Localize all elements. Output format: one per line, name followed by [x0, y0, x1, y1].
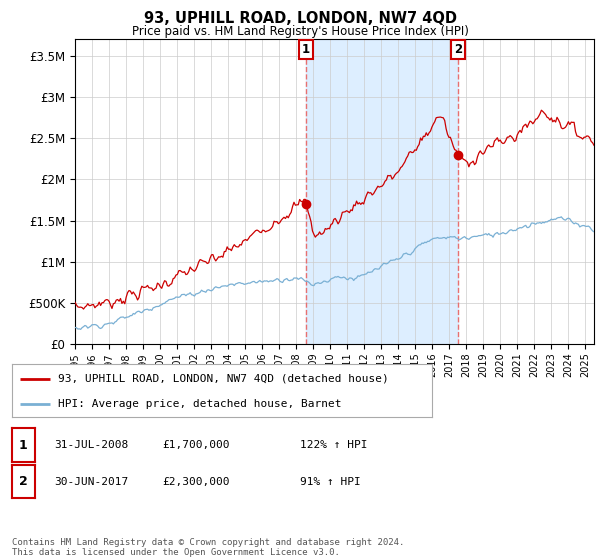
Text: 31-JUL-2008: 31-JUL-2008 — [54, 440, 128, 450]
Text: 93, UPHILL ROAD, LONDON, NW7 4QD: 93, UPHILL ROAD, LONDON, NW7 4QD — [143, 11, 457, 26]
Text: 93, UPHILL ROAD, LONDON, NW7 4QD (detached house): 93, UPHILL ROAD, LONDON, NW7 4QD (detach… — [58, 374, 389, 384]
Text: 1: 1 — [302, 43, 310, 57]
Text: 1: 1 — [19, 438, 28, 452]
Text: 2: 2 — [454, 43, 462, 57]
Text: HPI: Average price, detached house, Barnet: HPI: Average price, detached house, Barn… — [58, 399, 342, 409]
Text: 30-JUN-2017: 30-JUN-2017 — [54, 477, 128, 487]
Text: 2: 2 — [19, 475, 28, 488]
Text: 91% ↑ HPI: 91% ↑ HPI — [300, 477, 361, 487]
Bar — [306, 39, 458, 344]
Text: 122% ↑ HPI: 122% ↑ HPI — [300, 440, 367, 450]
Text: Contains HM Land Registry data © Crown copyright and database right 2024.
This d: Contains HM Land Registry data © Crown c… — [12, 538, 404, 557]
Text: Price paid vs. HM Land Registry's House Price Index (HPI): Price paid vs. HM Land Registry's House … — [131, 25, 469, 38]
Text: £2,300,000: £2,300,000 — [162, 477, 229, 487]
Text: £1,700,000: £1,700,000 — [162, 440, 229, 450]
